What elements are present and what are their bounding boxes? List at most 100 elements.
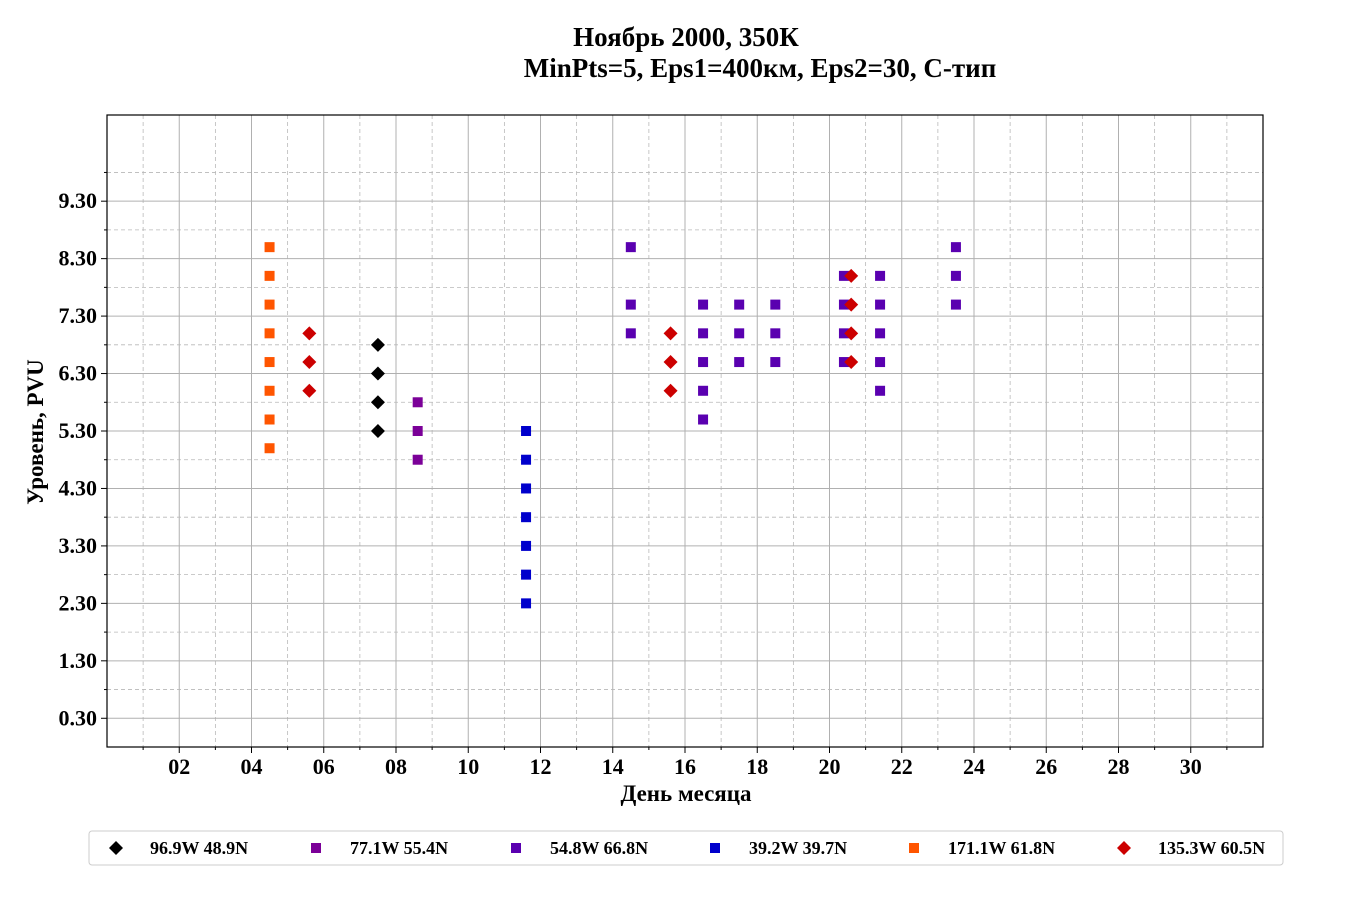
y-tick-label: 1.30: [59, 648, 98, 673]
data-point: [521, 569, 532, 580]
x-tick-label: 30: [1180, 754, 1202, 779]
x-axis: 02 04 06 08 10 12 14 16 18 20 22 24 26 28 30: [142, 747, 1228, 779]
data-point: [734, 328, 745, 339]
data-point: [521, 426, 532, 436]
data-point: [264, 443, 275, 454]
legend: 96.9W 48.9N 77.1W 55.4N 54.8W 66.8N 39.2W 3…: [88, 830, 1284, 866]
data-point: [264, 414, 275, 425]
data-point: [734, 357, 745, 368]
grid: [107, 115, 1263, 747]
y-axis: 0.30 1.30 2.30 3.30 4.30 5.30 6.30 7.30 8.30 9.30: [59, 171, 107, 730]
data-point: [734, 299, 745, 310]
data-point: [950, 242, 961, 253]
data-point: [264, 385, 275, 396]
data-point: [844, 297, 859, 312]
data-point: [302, 326, 317, 341]
data-point: [950, 270, 961, 281]
data-point: [521, 483, 532, 494]
data-point: [264, 357, 275, 368]
data-point: [838, 357, 849, 368]
legend-entry-label: 171.1W 61.8N: [948, 838, 1055, 858]
legend-entry-label: 96.9W 48.9N: [150, 838, 248, 858]
data-point: [264, 299, 275, 310]
data-point: [264, 242, 275, 253]
data-point: [875, 270, 886, 281]
x-tick-label: 18: [746, 754, 768, 779]
data-point: [838, 299, 849, 310]
data-point: [838, 270, 849, 281]
data-point: [875, 385, 886, 396]
data-point: [663, 383, 678, 398]
x-tick-label: 14: [602, 754, 624, 779]
data-point: [698, 414, 709, 425]
data-point: [370, 424, 385, 438]
data-point: [698, 299, 709, 310]
legend-marker: [109, 841, 123, 855]
data-point: [302, 355, 317, 370]
data-point: [302, 383, 317, 398]
data-point: [370, 366, 385, 381]
x-tick-label: 22: [891, 754, 913, 779]
x-tick-label: 16: [674, 754, 696, 779]
data-point: [698, 385, 709, 396]
legend-marker: [511, 843, 521, 853]
data-point: [412, 426, 423, 436]
data-point: [370, 337, 385, 352]
x-axis-label: День месяца: [620, 781, 752, 806]
x-tick-label: 02: [168, 754, 190, 779]
data-point: [844, 268, 859, 283]
data-point: [370, 395, 385, 410]
x-tick-label: 26: [1035, 754, 1057, 779]
data-point: [844, 355, 859, 370]
data-point: [521, 512, 532, 523]
data-point: [698, 357, 709, 368]
data-point: [264, 328, 275, 339]
data-point: [844, 326, 859, 341]
chart-subtitle: MinPts=5, Eps1=400км, Eps2=30, С-тип: [524, 53, 997, 83]
x-tick-label: 20: [819, 754, 841, 779]
data-point: [770, 328, 781, 339]
legend-marker: [1117, 841, 1131, 855]
y-tick-label: 8.30: [59, 246, 98, 271]
data-point: [663, 355, 678, 370]
data-point: [698, 328, 709, 339]
data-point: [625, 328, 636, 339]
data-point: [770, 357, 781, 368]
legend-marker: [909, 843, 919, 853]
legend-box: [88, 830, 1284, 866]
legend-marker: [710, 843, 720, 853]
y-tick-label: 2.30: [59, 590, 98, 615]
data-point: [875, 328, 886, 339]
chart-title: Ноябрь 2000, 350К: [573, 22, 799, 52]
data-point: [521, 540, 532, 551]
data-point: [412, 454, 423, 465]
legend-marker: [311, 843, 321, 853]
x-tick-label: 04: [241, 754, 263, 779]
data-point: [625, 242, 636, 253]
y-tick-label: 7.30: [59, 303, 98, 328]
x-tick-label: 24: [963, 754, 985, 779]
x-tick-label: 10: [457, 754, 479, 779]
y-tick-label: 3.30: [59, 533, 98, 558]
data-point: [838, 328, 849, 339]
legend-entry-label: 54.8W 66.8N: [550, 838, 648, 858]
y-tick-label: 9.30: [59, 188, 98, 213]
y-tick-label: 4.30: [59, 475, 98, 500]
legend-entry-label: 39.2W 39.7N: [749, 838, 847, 858]
y-tick-label: 6.30: [59, 361, 98, 386]
legend-entry-label: 77.1W 55.4N: [350, 838, 448, 858]
data-point: [875, 299, 886, 310]
data-point: [770, 299, 781, 310]
x-tick-label: 28: [1108, 754, 1130, 779]
data-points: [264, 242, 961, 609]
data-point: [412, 397, 423, 408]
data-point: [663, 326, 678, 341]
legend-entry-label: 135.3W 60.5N: [1158, 838, 1265, 858]
y-tick-label: 0.30: [59, 705, 98, 730]
data-point: [521, 598, 532, 609]
data-point: [950, 299, 961, 310]
data-point: [875, 357, 886, 368]
y-tick-label: 5.30: [59, 418, 98, 443]
data-point: [625, 299, 636, 310]
